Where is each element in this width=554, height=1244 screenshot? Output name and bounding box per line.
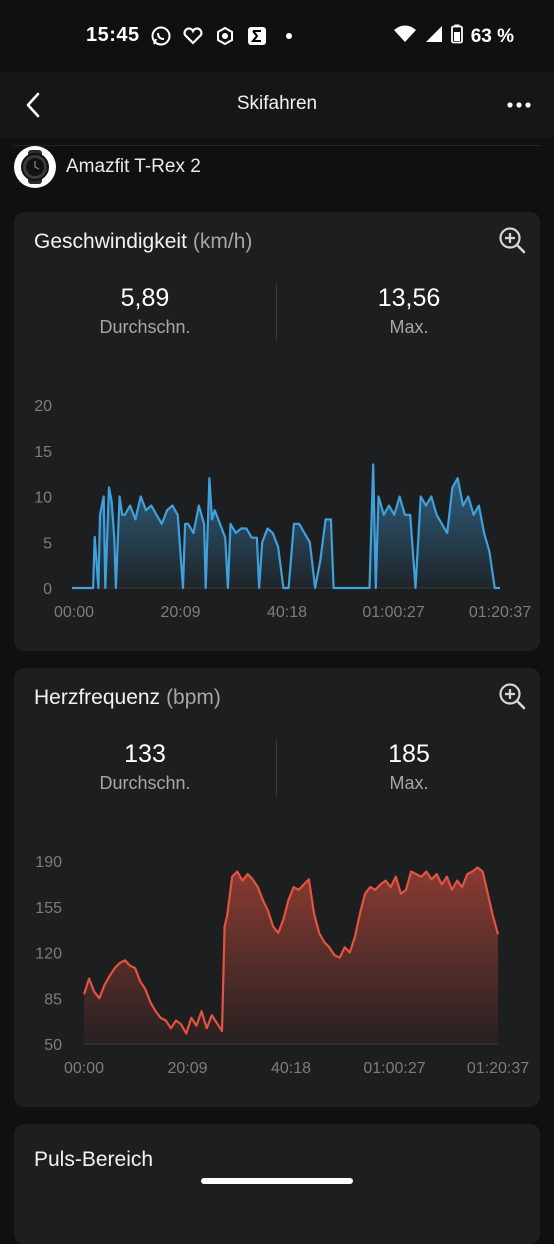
heart-chart: 50 85 120 155 190 00:00 20:09 40:18 01:00:27 01:2… [35, 854, 529, 1077]
series-line [72, 463, 500, 590]
x-tick-label: 20:09 [160, 604, 200, 621]
speed-unit: (km/h) [192, 230, 253, 253]
stat-separator [276, 740, 277, 796]
series-area [84, 867, 498, 1044]
y-tick-label: 5 [43, 535, 52, 552]
zone-card: Puls-Bereich [14, 1124, 540, 1244]
y-tick-label: 15 [34, 444, 52, 461]
device-name: Amazfit T-Rex 2 [66, 156, 201, 177]
speed-card: Geschwindigkeit (km/h) 5,89 Durchschn. 13… [14, 212, 540, 651]
x-tick-label: 01:20:37 [467, 1060, 529, 1077]
y-tick-label: 155 [35, 900, 62, 917]
watch-icon [21, 150, 49, 184]
home-indicator[interactable] [201, 1178, 353, 1184]
status-right: 63 % [393, 24, 514, 50]
heart-title-text: Herzfrequenz [34, 686, 161, 709]
heart-max-label: Max. [389, 773, 429, 793]
y-tick-label: 0 [43, 581, 52, 598]
speed-avg-value: 5,89 [120, 284, 170, 312]
speed-max-label: Max. [389, 317, 429, 337]
speed-chart: 0 5 10 15 20 00:00 20:09 40:18 01:00:27 01:20:37 [34, 398, 531, 621]
heart-max-stat: 185 Max. [309, 740, 509, 794]
speed-max-value: 13,56 [377, 284, 441, 312]
watch-avatar [14, 146, 56, 188]
zoom-in-icon [499, 227, 526, 254]
x-tick-label: 40:18 [271, 1060, 311, 1077]
signal-icon [425, 24, 443, 50]
status-bar: 15:45 63 % [0, 0, 554, 72]
more-options-button[interactable] [506, 92, 532, 118]
y-tick-label: 10 [34, 490, 52, 507]
speed-title-text: Geschwindigkeit [34, 230, 187, 253]
speed-avg-stat: 5,89 Durchschn. [45, 284, 245, 338]
heart-unit: (bpm) [166, 686, 221, 709]
speed-avg-label: Durchschn. [99, 317, 191, 337]
back-button[interactable] [20, 90, 50, 120]
dot-icon [278, 25, 300, 47]
whatsapp-icon [150, 25, 172, 47]
heart-zoom-button[interactable] [498, 682, 526, 710]
y-tick-label: 85 [44, 991, 62, 1008]
divider [14, 145, 540, 146]
heart-card: Herzfrequenz (bpm) 133 Durchschn. 185 Max… [14, 668, 540, 1107]
speed-zoom-button[interactable] [498, 226, 526, 254]
battery-percent: 63 % [470, 26, 514, 47]
zepp-icon [214, 25, 236, 47]
notification-icons [150, 25, 300, 47]
status-time: 15:45 [86, 24, 140, 46]
x-tick-label: 00:00 [54, 604, 94, 621]
x-tick-label: 01:00:27 [362, 604, 424, 621]
y-tick-label: 50 [44, 1037, 62, 1054]
x-tick-label: 01:20:37 [469, 604, 531, 621]
stat-separator [276, 284, 277, 340]
zoom-in-icon [499, 683, 526, 710]
zone-card-title: Puls-Bereich [34, 1148, 154, 1171]
series-area [72, 464, 500, 588]
heart-max-value: 185 [388, 740, 430, 768]
x-tick-label: 40:18 [267, 604, 307, 621]
x-tick-label: 20:09 [167, 1060, 207, 1077]
y-tick-label: 190 [35, 854, 62, 871]
y-tick-label: 120 [35, 946, 62, 963]
wifi-icon [393, 24, 417, 50]
speed-max-stat: 13,56 Max. [309, 284, 509, 338]
heart-avg-stat: 133 Durchschn. [45, 740, 245, 794]
y-tick-label: 20 [34, 398, 52, 415]
x-tick-label: 00:00 [64, 1060, 104, 1077]
heart-card-title: Herzfrequenz (bpm) [34, 686, 221, 710]
app-bar: Skifahren [0, 72, 554, 138]
heart-avg-value: 133 [124, 740, 166, 768]
more-dots-icon [507, 102, 531, 108]
x-tick-label: 01:00:27 [363, 1060, 425, 1077]
battery-icon [450, 24, 463, 50]
heart-app-icon [182, 25, 204, 47]
speed-card-title: Geschwindigkeit (km/h) [34, 230, 252, 254]
page-title: Skifahren [236, 93, 318, 114]
device-row: Amazfit T-Rex 2 [14, 145, 201, 189]
series-line [82, 866, 500, 1035]
sigma-app-icon [246, 25, 268, 47]
back-arrow-icon [26, 92, 40, 118]
heart-avg-label: Durchschn. [99, 773, 191, 793]
